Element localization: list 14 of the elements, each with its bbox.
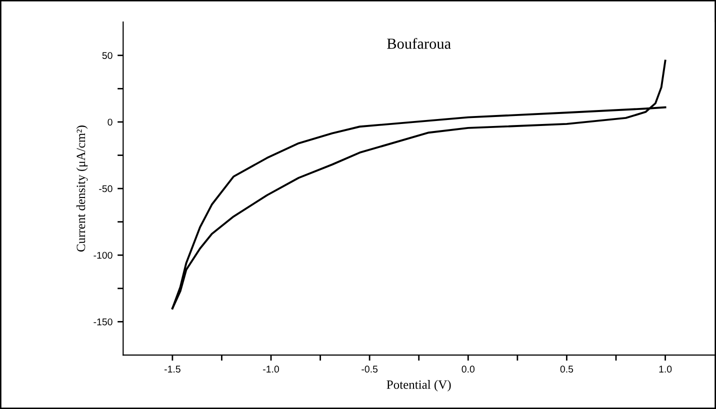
y-axis-title: Current density (μA/cm²) bbox=[76, 126, 88, 252]
y-tick-label: -150 bbox=[94, 318, 112, 326]
text: Boufaroua bbox=[387, 38, 451, 49]
x-axis-title: Potential (V) bbox=[386, 380, 451, 392]
x-tick-label: -1.5 bbox=[164, 366, 180, 373]
x-tick-label: 0.0 bbox=[462, 366, 475, 373]
x-tick-label: -1.0 bbox=[263, 366, 280, 373]
x-tick-label: 0.5 bbox=[560, 366, 574, 373]
x-tick-label: 1.0 bbox=[659, 366, 672, 373]
x-tick-label: -0.5 bbox=[362, 366, 378, 373]
y-tick-label: 0 bbox=[108, 118, 112, 126]
y-tick-label: 50 bbox=[102, 52, 112, 59]
y-tick-label: -50 bbox=[99, 185, 112, 192]
y-tick-label: -100 bbox=[94, 252, 112, 259]
